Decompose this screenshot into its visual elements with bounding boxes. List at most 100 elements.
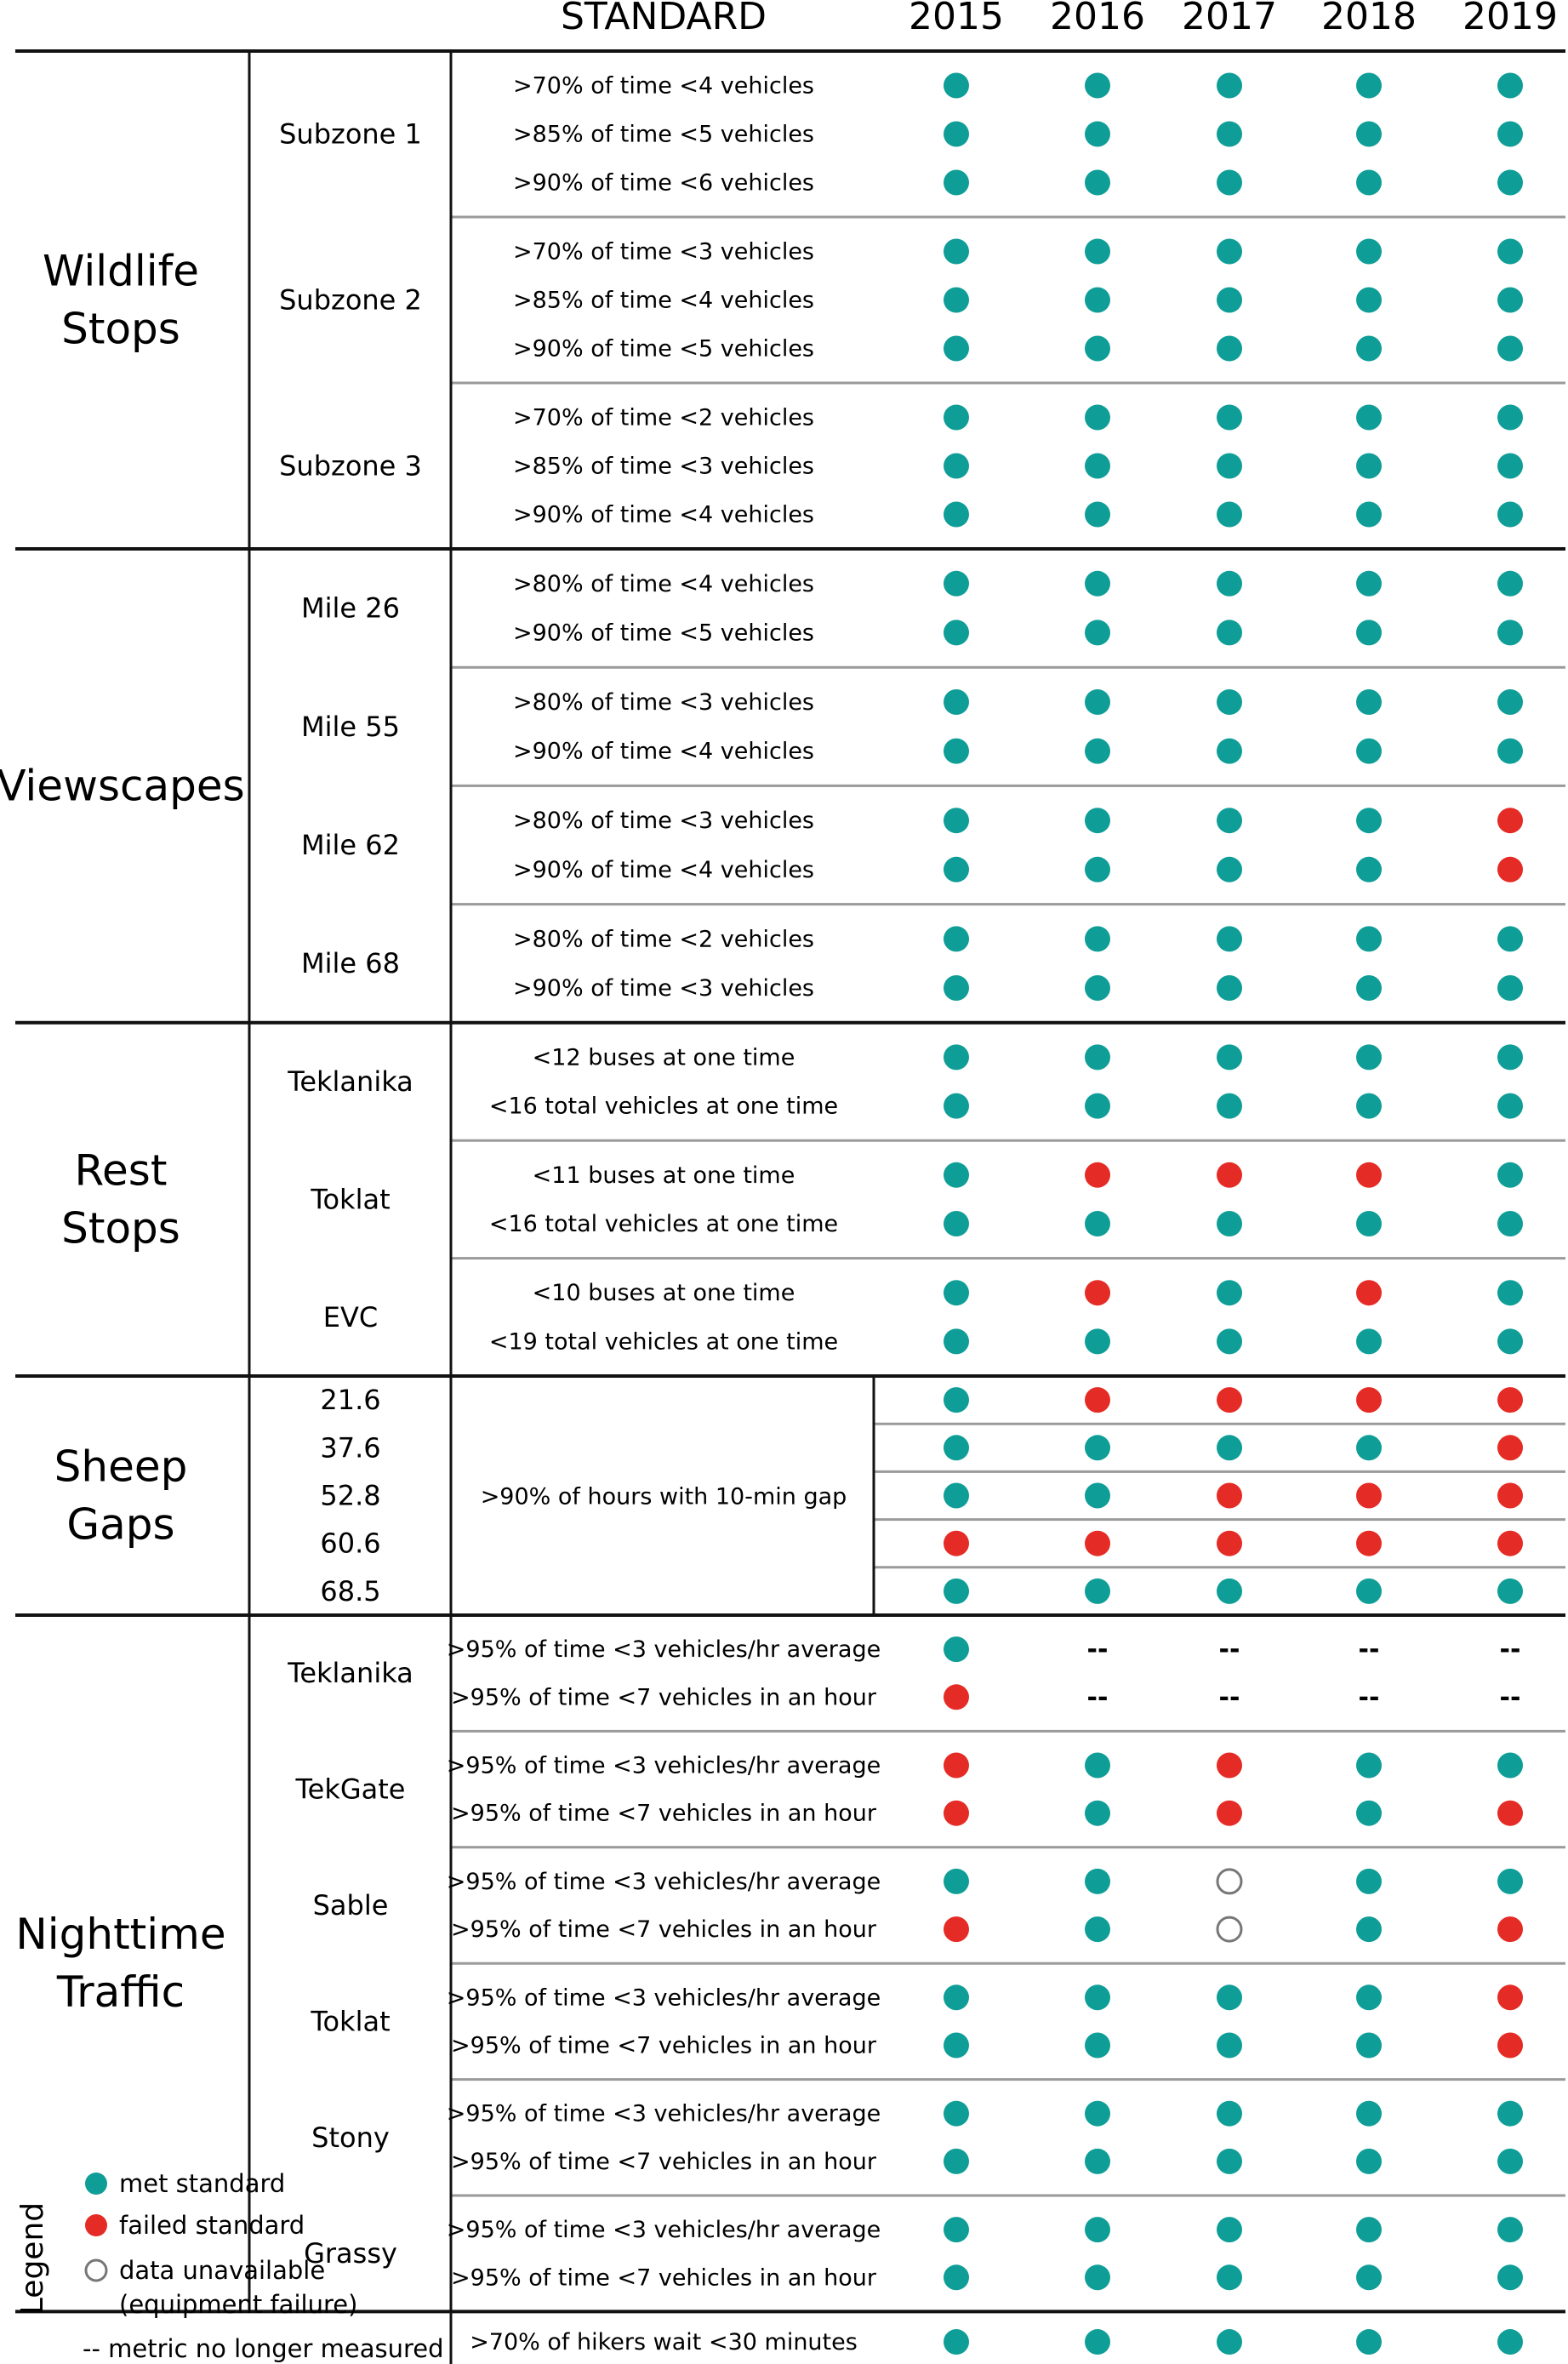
legend-item-unavailable: data unavailable (equipment failure) (84, 2256, 357, 2319)
status-2019-met-marker (1497, 72, 1523, 99)
status-2016-met-marker (1085, 1435, 1110, 1461)
status-2016-met-marker (1085, 689, 1110, 715)
standard-label: >95% of time <3 vehicles/hr average (447, 1753, 881, 1779)
status-2015-met-marker (944, 453, 969, 479)
status-2017-met-marker (1217, 335, 1242, 362)
status-2016-met-marker (1085, 808, 1110, 834)
legend-label-failed: failed standard (119, 2211, 305, 2240)
status-2018-met-marker (1356, 2217, 1382, 2243)
status-2015-met-marker (944, 926, 969, 952)
status-2016-met-marker (1085, 2217, 1110, 2243)
status-2016-failed-marker (1085, 1530, 1110, 1556)
status-2017-unavailable-marker (1216, 1916, 1243, 1943)
table-row: >90% of time <3 vehicles (513, 975, 1523, 1002)
status-2017-failed-marker (1217, 1162, 1242, 1188)
year-header-2017: 2017 (1182, 0, 1277, 38)
status-2017-met-marker (1217, 1435, 1242, 1461)
table-row: >90% of time <4 vehicles (513, 738, 1523, 765)
standard-label: >90% of time <4 vehicles (513, 739, 814, 765)
status-2017-failed-marker (1217, 1387, 1242, 1413)
status-2019-met-marker (1497, 2100, 1523, 2127)
status-2018-met-marker (1356, 926, 1382, 952)
status-2019-met-marker (1497, 1211, 1523, 1236)
status-2016-met-marker (1085, 335, 1110, 362)
status-2019-failed-marker (1497, 1387, 1523, 1413)
status-2019-met-marker (1497, 975, 1523, 1001)
status-2015-met-marker (944, 2148, 969, 2174)
status-2015-met-marker (944, 1435, 969, 1461)
status-2019-failed-marker (1497, 1482, 1523, 1509)
group-title-rest-stops: Rest (75, 1145, 168, 1195)
status-2016-met-marker (1085, 238, 1110, 265)
standard-label: >90% of time <5 vehicles (513, 620, 814, 646)
status-2016-met-marker (1085, 2032, 1110, 2059)
status-2016-met-marker (1085, 1578, 1110, 1604)
table-row: >95% of time <7 vehicles in an hour -- -- -… (451, 1682, 1520, 1712)
status-2018-met-marker (1356, 287, 1382, 313)
status-2015-met-marker (944, 72, 969, 99)
status-2015-met-marker (944, 1162, 969, 1188)
table-row: >95% of time <3 vehicles/hr average (447, 1868, 1523, 1895)
standard-label: >80% of time <2 vehicles (513, 926, 814, 952)
legend-item-failed: failed standard (85, 2211, 305, 2240)
subgroup-label-sheep-gaps-60-6: 60.6 (320, 1527, 380, 1560)
year-header-2019: 2019 (1463, 0, 1558, 38)
status-2019-met-marker (1497, 1280, 1523, 1306)
status-2016-not-measured-marker: -- (1087, 1635, 1109, 1665)
status-2016-met-marker (1085, 72, 1110, 99)
table-row: >95% of time <3 vehicles/hr average (447, 2217, 1523, 2243)
standard-label: >90% of time <3 vehicles (513, 975, 814, 1002)
status-2018-not-measured-marker: -- (1359, 1635, 1380, 1665)
table-row: >95% of time <3 vehicles/hr average (447, 2100, 1523, 2127)
table-body: Subzone 1 >70% of time <4 vehicles >85% of… (0, 72, 1523, 2364)
status-2017-met-marker (1217, 1211, 1242, 1236)
status-2017-failed-marker (1217, 1752, 1242, 1779)
status-2016-met-marker (1085, 1093, 1110, 1119)
status-2018-met-marker (1356, 1868, 1382, 1894)
table-row: >70% of time <3 vehicles (513, 238, 1523, 266)
status-2019-met-marker (1497, 2217, 1523, 2243)
status-2018-met-marker (1356, 453, 1382, 479)
group-title-hiker-wait-time: Hiker Wait Time (69, 2357, 405, 2364)
status-2015-met-marker (944, 2100, 969, 2127)
status-2017-met-marker (1217, 1578, 1242, 1604)
status-2017-met-marker (1217, 975, 1242, 1001)
status-2018-met-marker (1356, 404, 1382, 431)
group-title-rest-stops: Stops (61, 1203, 180, 1253)
status-2019-not-measured-marker: -- (1500, 1682, 1521, 1712)
status-2019-met-marker (1497, 926, 1523, 952)
status-2019-met-marker (1497, 1093, 1523, 1119)
standard-label: <16 total vehicles at one time (489, 1211, 838, 1237)
standard-label: >80% of time <4 vehicles (513, 571, 814, 597)
table-row: >85% of time <4 vehicles (513, 287, 1523, 314)
status-2019-met-marker (1497, 1868, 1523, 1894)
year-header-2018: 2018 (1321, 0, 1417, 38)
table-row: >90% of time <5 vehicles (513, 620, 1523, 646)
standard-label: >95% of time <3 vehicles/hr average (447, 1636, 881, 1663)
group-wildlife-stops: Subzone 1 >70% of time <4 vehicles >85% of… (43, 72, 1523, 528)
table-row: >95% of time <7 vehicles in an hour (451, 2148, 1523, 2175)
status-2019-met-marker (1497, 501, 1523, 528)
status-2016-met-marker (1085, 287, 1110, 313)
status-2018-met-marker (1356, 738, 1382, 764)
status-2019-failed-marker (1497, 1800, 1523, 1826)
status-2018-met-marker (1356, 1435, 1382, 1461)
status-2018-met-marker (1356, 570, 1382, 597)
status-2019-failed-marker (1497, 1984, 1523, 2011)
table-row: >85% of time <5 vehicles (513, 121, 1523, 148)
status-2016-met-marker (1085, 1752, 1110, 1779)
standard-label: >95% of time <3 vehicles/hr average (447, 2217, 881, 2243)
table-row: >85% of time <3 vehicles (513, 453, 1523, 480)
status-2017-met-marker (1217, 287, 1242, 313)
status-2019-failed-marker (1497, 1435, 1523, 1461)
status-2019-met-marker (1497, 1162, 1523, 1188)
subgroup-label-viewscapes-mile-62: Mile 62 (301, 829, 400, 861)
status-2018-met-marker (1356, 1984, 1382, 2011)
status-2018-met-marker (1356, 1211, 1382, 1236)
status-2015-met-marker (944, 1984, 969, 2011)
table-row: <19 total vehicles at one time (489, 1328, 1523, 1355)
status-2015-met-marker (944, 169, 969, 196)
status-2015-met-marker (944, 2329, 969, 2355)
table-row: >90% of time <6 vehicles (513, 169, 1523, 197)
